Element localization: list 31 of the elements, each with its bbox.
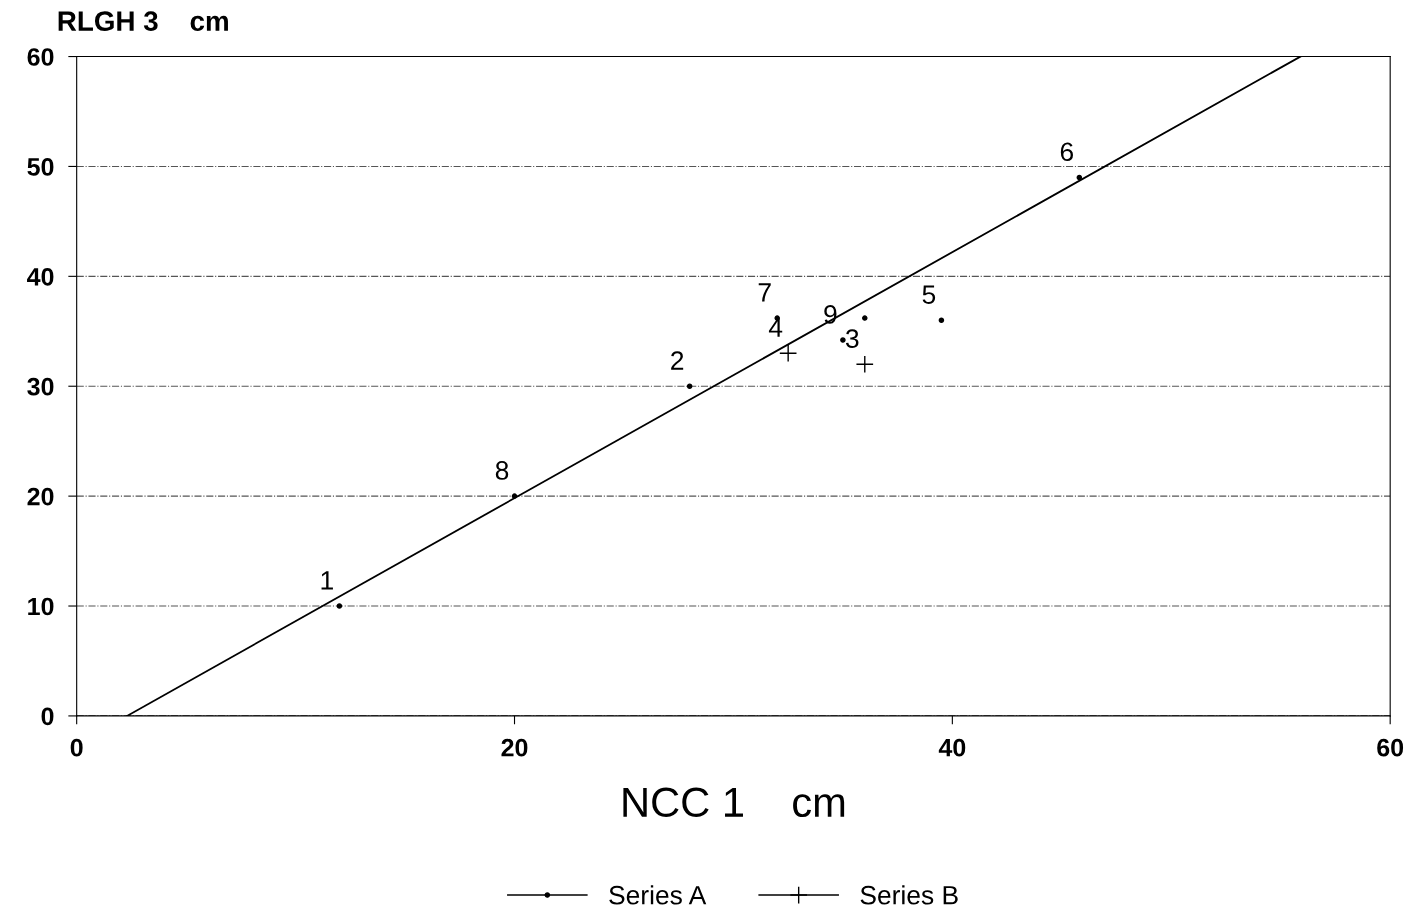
annotation: 6 [1060, 142, 1073, 162]
annotation: 7 [758, 283, 771, 302]
annotation: 8 [495, 461, 509, 480]
annotation: 4 [768, 318, 783, 337]
annotation: 5 [922, 285, 936, 304]
y-axis-title: RLGH 3 cm [58, 11, 228, 32]
y-tick-label: 30 [27, 377, 54, 396]
y-tick-label: 0 [41, 707, 54, 726]
point [336, 603, 343, 609]
y-tick-label: 10 [28, 597, 54, 616]
annotation: 2 [671, 351, 684, 370]
annotation: 3 [845, 329, 859, 348]
y-tick-label: 60 [27, 48, 54, 66]
x-tick-label: 20 [501, 738, 528, 757]
point [779, 344, 798, 363]
x-tick-label: 0 [70, 738, 83, 757]
point [855, 355, 874, 374]
y-tick-label: 20 [27, 487, 54, 506]
x-tick-label: 60 [1377, 738, 1404, 757]
legend-label: Series B [860, 885, 958, 905]
point [1076, 174, 1083, 181]
point [840, 337, 846, 343]
annotation: 1 [321, 571, 333, 590]
point [862, 315, 868, 321]
x-tick-label: 40 [938, 738, 966, 757]
legend-label: Series A [609, 885, 707, 905]
y-tick-label: 50 [27, 158, 54, 176]
point [686, 383, 693, 390]
y-tick-label: 40 [27, 267, 54, 286]
x-axis-title: NCC 1 cm [623, 787, 845, 818]
point [938, 317, 945, 324]
